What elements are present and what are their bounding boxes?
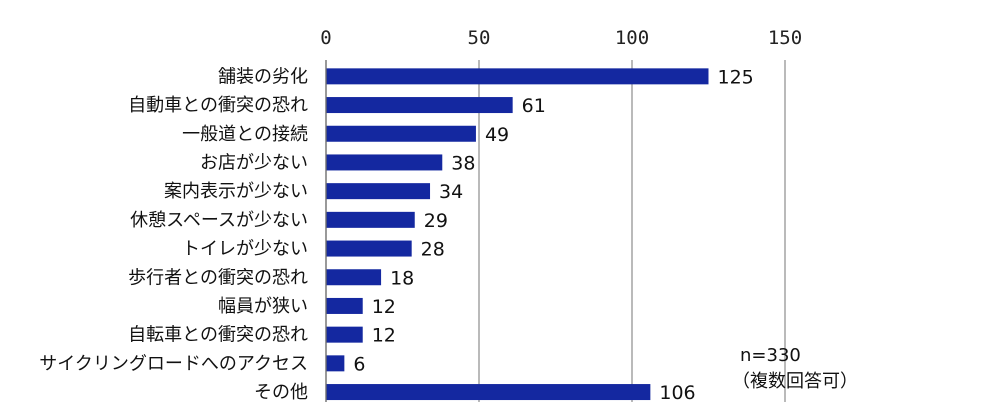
category-label: 舗装の劣化 xyxy=(218,66,308,87)
bar xyxy=(326,269,382,286)
bar xyxy=(326,97,513,114)
x-axis-ticks: 0 50 100 150 xyxy=(320,27,802,49)
bar xyxy=(326,154,443,171)
value-label: 12 xyxy=(372,325,396,347)
value-label: 12 xyxy=(372,296,396,318)
bar xyxy=(326,183,431,200)
category-label: 自転車との衝突の恐れ xyxy=(128,325,308,346)
bar xyxy=(326,384,651,401)
value-label: 61 xyxy=(522,95,546,117)
bars xyxy=(326,68,709,401)
category-label: 自動車との衝突の恐れ xyxy=(128,95,308,116)
x-tick-label: 150 xyxy=(768,27,802,49)
multiple-answer-note: （複数回答可） xyxy=(732,371,858,392)
x-tick-label: 0 xyxy=(320,27,331,49)
category-label: 休憩スペースが少ない xyxy=(130,210,308,231)
category-label: その他 xyxy=(254,382,308,403)
value-label: 28 xyxy=(421,239,445,261)
bar xyxy=(326,355,345,372)
category-labels: 舗装の劣化自動車との衝突の恐れ一般道との接続お店が少ない案内表示が少ない休憩スペ… xyxy=(39,66,308,403)
value-label: 29 xyxy=(424,210,448,232)
value-label: 49 xyxy=(485,124,509,146)
value-label: 125 xyxy=(718,66,754,88)
value-label: 38 xyxy=(451,152,475,174)
bar xyxy=(326,326,363,343)
value-label: 6 xyxy=(353,353,365,375)
sample-size-note: n=330 xyxy=(740,345,801,366)
x-tick-label: 50 xyxy=(468,27,491,49)
bar xyxy=(326,240,412,257)
value-label: 106 xyxy=(659,382,695,404)
category-label: お店が少ない xyxy=(200,152,308,173)
category-label: サイクリングロードへのアクセス xyxy=(39,353,308,374)
category-label: 幅員が狭い xyxy=(218,296,308,317)
bar xyxy=(326,125,476,142)
x-tick-label: 100 xyxy=(615,27,649,49)
bar xyxy=(326,211,415,228)
value-label: 18 xyxy=(390,267,414,289)
value-label: 34 xyxy=(439,181,463,203)
category-label: 案内表示が少ない xyxy=(164,181,308,202)
bar xyxy=(326,68,709,85)
category-label: トイレが少ない xyxy=(182,239,308,260)
gridlines xyxy=(478,60,786,402)
category-label: 歩行者との衝突の恐れ xyxy=(128,267,308,288)
category-label: 一般道との接続 xyxy=(182,124,308,145)
bar xyxy=(326,297,363,314)
value-labels: 125 61 49 38 34 29 28 18 12 12 6 106 xyxy=(353,66,753,404)
